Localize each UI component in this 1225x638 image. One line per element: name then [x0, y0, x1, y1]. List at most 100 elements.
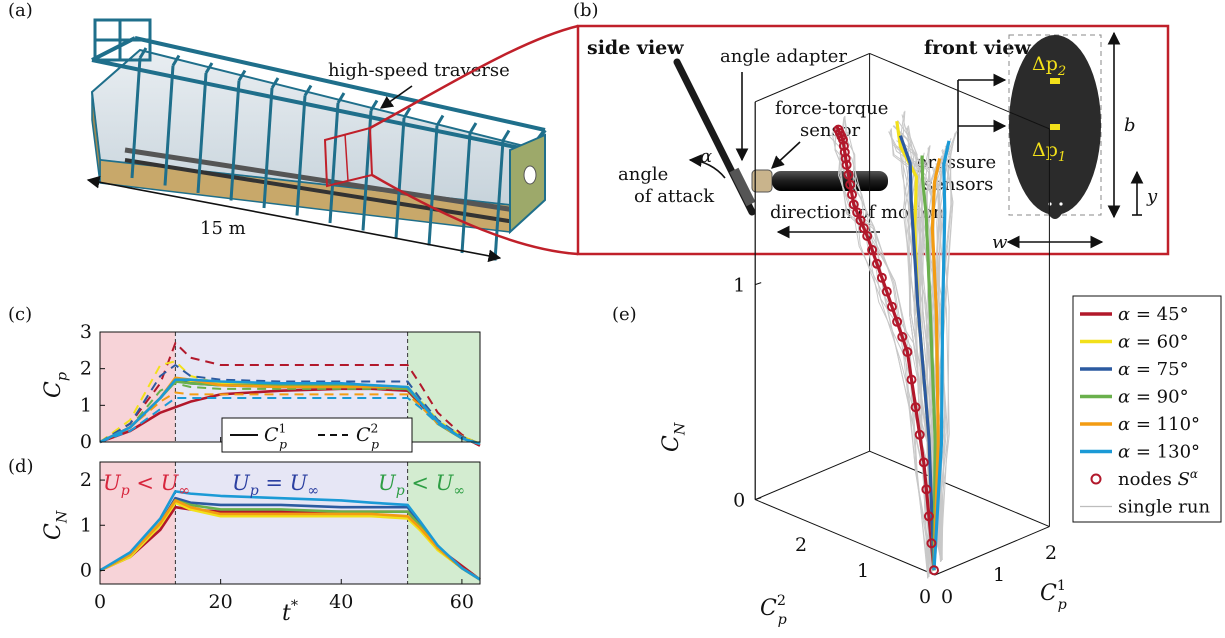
node-marker	[892, 316, 903, 327]
y-axis-label: C2 p	[760, 593, 787, 628]
y-tick-label: 1	[80, 514, 92, 536]
z-tick-label: 0	[733, 490, 745, 512]
single-run-trace	[893, 143, 930, 577]
x-tick-label: 0	[941, 586, 953, 608]
alpha-legend: α = 45° α = 60° α = 75° α = 90° α = 110° α = …	[1072, 295, 1222, 523]
mean-curve	[930, 158, 942, 571]
series-line	[99, 364, 481, 445]
y-tick-label: 0	[80, 559, 92, 581]
node-marker	[852, 207, 863, 218]
y-tick-label: 3	[80, 321, 92, 343]
y-tick-label: 2	[795, 534, 807, 556]
x-tick-label: 0	[94, 591, 106, 613]
traverse-arrow	[379, 85, 413, 109]
z-tick	[755, 497, 762, 501]
legend-box	[1072, 295, 1222, 523]
x-axis-label: t*	[282, 598, 298, 626]
node-marker	[838, 140, 849, 151]
single-run-trace	[829, 134, 935, 570]
z-tick-label: 1	[733, 275, 745, 297]
region-constant	[175, 462, 408, 584]
mean-curve	[920, 155, 937, 571]
node-marker	[910, 402, 921, 413]
angle-adapter-label: angle adapter	[720, 46, 847, 67]
force-sensor-label-1: force-torque	[775, 98, 888, 119]
legend-label: nodes Sα	[1118, 467, 1198, 490]
node-marker	[902, 347, 913, 357]
y-label: y	[1146, 186, 1158, 207]
axis-cp1	[934, 526, 1050, 576]
pressure-sensor-2	[1050, 78, 1060, 84]
region-label-accelerating: Up < U∞	[103, 471, 190, 499]
node-marker	[862, 231, 873, 241]
b-label: b	[1124, 115, 1136, 136]
series-line	[99, 490, 481, 581]
node-marker	[926, 538, 937, 549]
node-marker	[843, 169, 854, 180]
pressure-sensor-1	[1050, 124, 1060, 130]
panel-label-e: (e)	[612, 304, 637, 325]
force-sensor-arrow	[771, 141, 801, 169]
legend-node-swatch	[1090, 473, 1102, 485]
tank-frame-tie	[402, 107, 412, 119]
length-arrow	[86, 175, 502, 263]
cp-time-chart: 0 1 2 3 Cp C1 p C2 p	[41, 321, 481, 453]
single-run-trace	[834, 127, 942, 561]
tank-frame-column	[163, 65, 175, 186]
bolt-dot	[1059, 202, 1063, 206]
y-tick-label: 1	[857, 560, 869, 582]
z-axis-label: CN	[659, 422, 689, 452]
alpha-symbol: α	[700, 146, 712, 167]
legend-label: α = 130°	[1118, 442, 1200, 463]
tank-frame-tie	[237, 69, 247, 82]
side-view-title: side view	[587, 37, 684, 59]
z-tick	[755, 282, 762, 286]
single-run-trace	[935, 130, 958, 560]
node-marker	[914, 429, 925, 440]
box-edge	[869, 52, 1050, 130]
bolt-dot	[1049, 222, 1053, 226]
node-marker	[867, 244, 878, 255]
front-view-title: front view	[924, 37, 1031, 59]
tank-frame-column	[130, 57, 142, 179]
y-axis-label: CN	[41, 510, 71, 540]
angle-arc	[688, 154, 726, 179]
tank-frame-tie	[303, 84, 313, 97]
dp1-label: Δp1	[1032, 139, 1066, 165]
node-marker	[923, 511, 934, 522]
box-edge	[869, 450, 1050, 528]
angle-of-attack-label-1: angle	[618, 164, 668, 185]
region-accelerating	[100, 332, 176, 442]
tank-frame-column	[196, 72, 208, 194]
region-label-decelerating: Up < U∞	[378, 471, 465, 499]
legend-label: α = 75°	[1118, 359, 1189, 380]
node-marker	[918, 457, 929, 468]
sting-foot	[1045, 208, 1065, 219]
node-marker	[845, 179, 856, 190]
box-edge	[755, 450, 870, 501]
tank-frame-tie	[171, 54, 181, 67]
y-tick-label: 0	[919, 586, 931, 608]
x-tick-label: 1	[993, 564, 1005, 586]
angle-adapter-shape	[729, 167, 756, 207]
panel-label-c: (c)	[8, 304, 32, 325]
y-tick-label: 1	[80, 394, 92, 416]
node-marker	[921, 484, 932, 495]
legend-label: α = 110°	[1118, 414, 1200, 435]
zoom-connector-bottom	[371, 173, 579, 256]
tank-frame-tie	[501, 129, 511, 142]
box-edge	[755, 52, 870, 103]
x-axis-label: C1 p	[1040, 578, 1067, 613]
tank-frame-tie	[468, 122, 478, 134]
panel-label-b: (b)	[573, 0, 599, 21]
node-marker	[858, 223, 869, 234]
y-tick-label: 0	[80, 431, 92, 453]
y-tick-label: 2	[80, 358, 92, 380]
tank-frame-tie	[270, 77, 280, 89]
x-tick-label: 60	[450, 591, 474, 613]
axis-cp2	[755, 499, 936, 576]
length-label: 15 m	[200, 218, 246, 239]
